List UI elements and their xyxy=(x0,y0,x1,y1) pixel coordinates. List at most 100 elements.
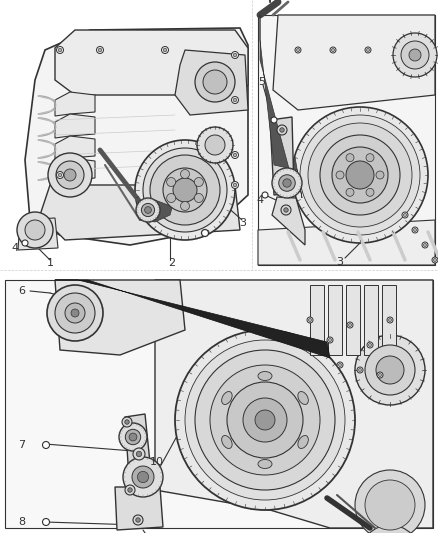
Polygon shape xyxy=(55,158,95,182)
Circle shape xyxy=(65,303,85,323)
Circle shape xyxy=(320,135,400,215)
Circle shape xyxy=(58,173,62,177)
Circle shape xyxy=(377,372,383,378)
Circle shape xyxy=(300,115,420,235)
Circle shape xyxy=(339,364,342,367)
Circle shape xyxy=(135,140,235,240)
Circle shape xyxy=(307,317,313,323)
Text: 6: 6 xyxy=(18,286,25,296)
Circle shape xyxy=(432,257,438,263)
Circle shape xyxy=(336,171,344,179)
Text: 5: 5 xyxy=(258,77,265,87)
Circle shape xyxy=(56,161,84,189)
Polygon shape xyxy=(175,50,248,115)
Circle shape xyxy=(332,49,335,52)
Circle shape xyxy=(232,182,239,189)
Polygon shape xyxy=(260,15,302,198)
Circle shape xyxy=(180,201,190,211)
Polygon shape xyxy=(55,30,248,95)
Circle shape xyxy=(57,172,64,179)
Circle shape xyxy=(42,441,49,448)
Circle shape xyxy=(308,123,412,227)
Circle shape xyxy=(387,317,393,323)
Polygon shape xyxy=(40,185,240,240)
Circle shape xyxy=(376,356,404,384)
Circle shape xyxy=(355,470,425,533)
Circle shape xyxy=(133,448,145,460)
Polygon shape xyxy=(55,114,95,138)
Circle shape xyxy=(347,322,353,328)
Circle shape xyxy=(327,337,333,343)
Circle shape xyxy=(119,423,147,451)
Circle shape xyxy=(357,367,363,373)
Circle shape xyxy=(277,125,287,135)
Circle shape xyxy=(145,207,152,213)
Text: 2: 2 xyxy=(169,258,176,268)
Circle shape xyxy=(366,154,374,161)
Text: 10: 10 xyxy=(150,457,164,467)
Circle shape xyxy=(401,41,429,69)
Circle shape xyxy=(402,212,408,218)
Circle shape xyxy=(297,49,300,52)
Text: 4: 4 xyxy=(256,195,264,205)
Circle shape xyxy=(175,330,355,510)
Circle shape xyxy=(17,212,53,248)
Polygon shape xyxy=(310,285,324,355)
Text: 4: 4 xyxy=(11,243,18,253)
Circle shape xyxy=(280,128,284,132)
Circle shape xyxy=(367,342,373,348)
Circle shape xyxy=(330,47,336,53)
Text: 8: 8 xyxy=(18,517,25,527)
Polygon shape xyxy=(258,15,435,265)
Circle shape xyxy=(143,148,227,232)
Polygon shape xyxy=(125,414,153,494)
Circle shape xyxy=(368,343,371,346)
Circle shape xyxy=(233,53,237,56)
Circle shape xyxy=(136,451,142,457)
Text: 3: 3 xyxy=(336,257,343,267)
Circle shape xyxy=(132,466,154,488)
Circle shape xyxy=(57,46,64,53)
Circle shape xyxy=(195,62,235,102)
Polygon shape xyxy=(258,220,435,265)
Text: 1: 1 xyxy=(46,258,53,268)
Circle shape xyxy=(328,338,332,342)
Circle shape xyxy=(232,151,239,158)
Circle shape xyxy=(22,240,28,246)
Polygon shape xyxy=(55,280,185,355)
Circle shape xyxy=(358,368,361,372)
Circle shape xyxy=(434,259,437,262)
Ellipse shape xyxy=(298,435,308,448)
Circle shape xyxy=(422,242,428,248)
Circle shape xyxy=(360,525,420,533)
Polygon shape xyxy=(272,197,305,245)
Circle shape xyxy=(332,147,388,203)
Circle shape xyxy=(150,155,220,225)
Polygon shape xyxy=(382,285,396,355)
Circle shape xyxy=(205,135,225,155)
Circle shape xyxy=(163,49,167,52)
Text: 3: 3 xyxy=(240,218,247,228)
Polygon shape xyxy=(55,92,95,116)
Circle shape xyxy=(128,488,132,492)
Circle shape xyxy=(173,178,197,202)
Circle shape xyxy=(233,183,237,187)
Ellipse shape xyxy=(258,372,272,381)
Polygon shape xyxy=(5,280,433,528)
Circle shape xyxy=(365,47,371,53)
Circle shape xyxy=(424,244,427,246)
Text: 7: 7 xyxy=(18,440,25,450)
Circle shape xyxy=(308,319,311,321)
Circle shape xyxy=(233,154,237,157)
Circle shape xyxy=(96,46,103,53)
Circle shape xyxy=(346,161,374,189)
Circle shape xyxy=(47,285,103,341)
Circle shape xyxy=(185,340,345,500)
Circle shape xyxy=(262,192,268,198)
Circle shape xyxy=(281,205,291,215)
Circle shape xyxy=(283,179,291,187)
Circle shape xyxy=(125,429,141,445)
Circle shape xyxy=(42,519,49,526)
Circle shape xyxy=(365,480,415,530)
Polygon shape xyxy=(115,487,163,530)
